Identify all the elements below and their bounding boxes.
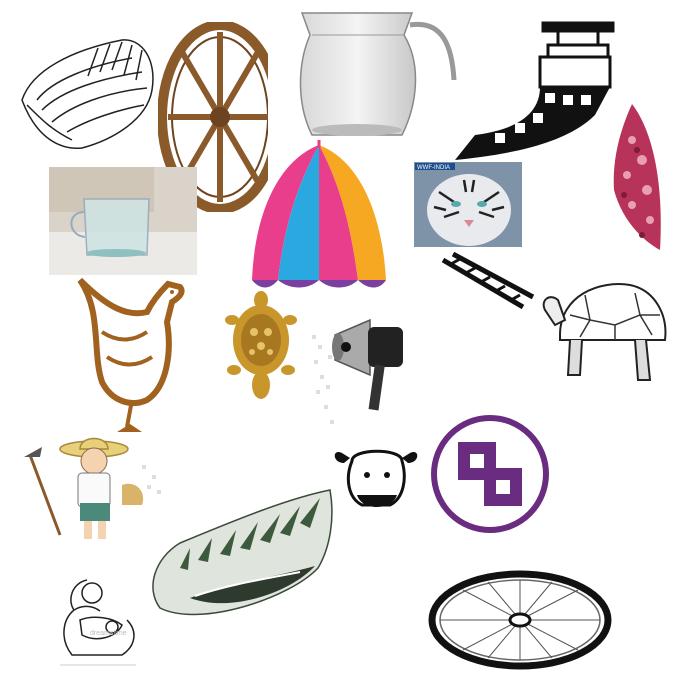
conch-shell-icon <box>152 489 333 616</box>
mother-and-baby-icon: dreamstime <box>60 579 136 666</box>
tortoise-icon <box>542 283 667 381</box>
film-reel-projector-icon <box>455 21 615 160</box>
sheep-head-icon <box>334 449 418 507</box>
ladder-icon <box>441 252 535 310</box>
mother-baby-image: dreamstime <box>52 575 144 670</box>
tortoise-image <box>540 275 670 393</box>
glass-pitcher-image <box>292 5 462 145</box>
watermark-text: dreamstime <box>90 630 127 637</box>
cart-wheel-image <box>158 22 268 212</box>
megaphone-image <box>310 305 410 445</box>
patterned-cushion-icon <box>613 104 661 250</box>
film-projector-image <box>445 15 620 165</box>
glass-measuring-jug-icon <box>49 167 197 275</box>
sheep-head-image <box>332 443 420 515</box>
farmer-with-hoe-icon <box>24 437 161 539</box>
umbrella-image <box>250 140 388 290</box>
conch-shell-image <box>140 488 340 636</box>
spoked-wheel-icon <box>428 570 612 670</box>
white-tiger-photo: WWF-INDIA <box>414 162 522 247</box>
tiger-badge-text: WWF-INDIA <box>417 165 450 171</box>
glass-pitcher-icon <box>299 12 457 136</box>
striped-umbrella-icon <box>252 140 386 288</box>
hen-icon <box>77 277 185 432</box>
cushion-image <box>602 100 668 262</box>
farmer-image <box>22 435 167 543</box>
golden-turtle-image <box>224 290 298 402</box>
spiral-shell-image <box>12 30 160 150</box>
white-tiger-icon: WWF-INDIA <box>414 162 522 247</box>
spoked-wheel-image <box>428 570 613 670</box>
ladder-image <box>438 252 536 324</box>
spiral-shell-icon <box>21 39 154 149</box>
hen-image <box>72 272 187 440</box>
glass-jug-photo <box>49 167 197 275</box>
wooden-cart-wheel-icon <box>158 22 268 212</box>
swastika-symbol-icon <box>431 415 549 533</box>
swastika-symbol-image <box>428 412 552 536</box>
golden-turtle-figurine-icon <box>225 291 297 399</box>
megaphone-icon <box>312 318 403 424</box>
